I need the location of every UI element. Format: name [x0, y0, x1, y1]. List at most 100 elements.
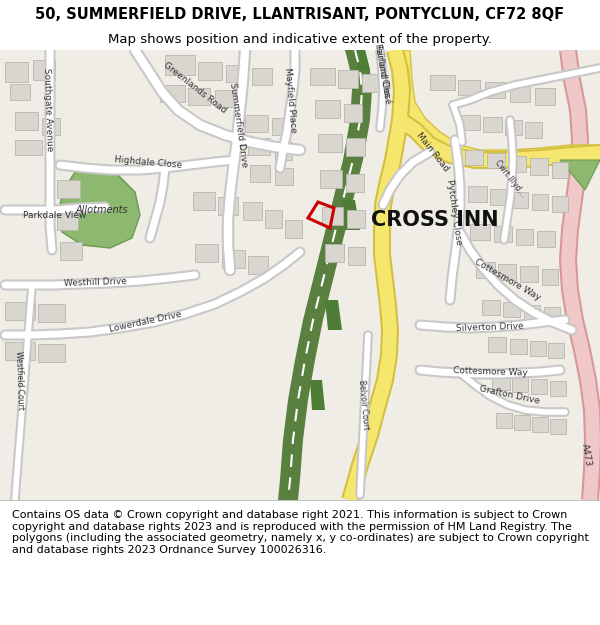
Polygon shape [5, 302, 35, 320]
Polygon shape [325, 300, 342, 330]
Polygon shape [310, 68, 335, 85]
Polygon shape [483, 117, 502, 132]
Polygon shape [243, 202, 262, 220]
Text: Highdale Close: Highdale Close [114, 154, 182, 169]
Polygon shape [531, 379, 547, 394]
Polygon shape [275, 142, 292, 160]
Text: Silverton Drive: Silverton Drive [456, 321, 524, 332]
Text: Mayfield Place: Mayfield Place [283, 67, 298, 133]
Text: Allotments: Allotments [76, 205, 128, 215]
Text: CROSS INN: CROSS INN [371, 210, 499, 230]
Text: Southgate Avenue: Southgate Avenue [42, 68, 54, 152]
Polygon shape [272, 118, 290, 135]
Text: Cottesmore Way: Cottesmore Way [452, 366, 527, 378]
Text: Parkdale View: Parkdale View [23, 211, 86, 221]
Polygon shape [548, 343, 564, 358]
Polygon shape [318, 134, 342, 152]
Polygon shape [552, 196, 568, 212]
Polygon shape [165, 55, 195, 75]
Text: Cwrt Illyd...: Cwrt Illyd... [493, 158, 527, 198]
Polygon shape [490, 189, 508, 205]
Polygon shape [33, 60, 55, 80]
Polygon shape [537, 231, 555, 247]
Polygon shape [460, 115, 480, 130]
Polygon shape [485, 82, 505, 98]
Polygon shape [285, 220, 302, 238]
Polygon shape [250, 165, 270, 182]
Polygon shape [38, 304, 65, 322]
Polygon shape [252, 68, 272, 85]
Polygon shape [492, 375, 510, 390]
Polygon shape [344, 104, 362, 122]
Polygon shape [458, 80, 480, 95]
Polygon shape [525, 122, 542, 138]
Text: Main Road: Main Road [414, 131, 450, 173]
Polygon shape [544, 307, 560, 322]
Polygon shape [470, 224, 490, 240]
Polygon shape [535, 88, 555, 105]
Polygon shape [245, 115, 268, 132]
Polygon shape [468, 186, 487, 202]
Polygon shape [488, 337, 506, 352]
Polygon shape [15, 112, 38, 130]
Polygon shape [346, 174, 364, 192]
Polygon shape [265, 210, 282, 228]
Polygon shape [160, 85, 185, 102]
Polygon shape [193, 192, 215, 210]
Text: Contains OS data © Crown copyright and database right 2021. This information is : Contains OS data © Crown copyright and d… [12, 510, 589, 555]
Text: 50, SUMMERFIELD DRIVE, LLANTRISANT, PONTYCLUN, CF72 8QF: 50, SUMMERFIELD DRIVE, LLANTRISANT, PONT… [35, 6, 565, 21]
Polygon shape [248, 256, 268, 274]
Polygon shape [524, 305, 540, 320]
Polygon shape [57, 180, 80, 198]
Polygon shape [15, 140, 42, 155]
Polygon shape [188, 88, 210, 105]
Text: Grafton Drive: Grafton Drive [479, 384, 541, 406]
Text: Greenlands Road: Greenlands Road [162, 61, 228, 116]
Text: Cottesmore Way: Cottesmore Way [473, 258, 542, 302]
Polygon shape [510, 85, 530, 102]
Polygon shape [430, 75, 455, 90]
Text: Westhill Drive: Westhill Drive [64, 276, 127, 288]
Polygon shape [215, 90, 235, 107]
Text: Belvoir Court: Belvoir Court [358, 379, 371, 431]
Polygon shape [552, 162, 568, 178]
Polygon shape [362, 74, 380, 92]
Polygon shape [530, 158, 548, 175]
Polygon shape [198, 62, 222, 80]
Polygon shape [248, 138, 270, 155]
Text: Westfield Court: Westfield Court [14, 351, 26, 409]
Polygon shape [347, 210, 365, 228]
Polygon shape [476, 262, 495, 278]
Polygon shape [60, 242, 82, 260]
Polygon shape [348, 247, 365, 265]
Polygon shape [275, 168, 293, 185]
Polygon shape [550, 419, 566, 434]
Polygon shape [346, 138, 365, 156]
Polygon shape [338, 70, 358, 88]
Polygon shape [5, 342, 35, 360]
Polygon shape [310, 380, 325, 410]
Polygon shape [320, 170, 342, 188]
Polygon shape [5, 62, 28, 82]
Polygon shape [395, 50, 600, 160]
Polygon shape [496, 413, 512, 428]
Polygon shape [57, 212, 78, 230]
Polygon shape [516, 229, 533, 245]
Polygon shape [498, 264, 516, 280]
Polygon shape [315, 100, 340, 118]
Polygon shape [510, 339, 527, 354]
Polygon shape [532, 194, 548, 210]
Text: Fairland Clos: Fairland Clos [373, 42, 391, 98]
Polygon shape [560, 160, 600, 190]
Polygon shape [520, 266, 538, 282]
Polygon shape [58, 172, 140, 248]
Polygon shape [512, 192, 528, 208]
Text: Summerfield Drive: Summerfield Drive [227, 82, 248, 168]
Polygon shape [222, 250, 245, 268]
Text: Fairland Closé: Fairland Closé [373, 45, 392, 105]
Polygon shape [503, 302, 520, 317]
Polygon shape [532, 417, 548, 432]
Polygon shape [353, 50, 370, 70]
Polygon shape [278, 50, 372, 500]
Polygon shape [494, 226, 512, 242]
